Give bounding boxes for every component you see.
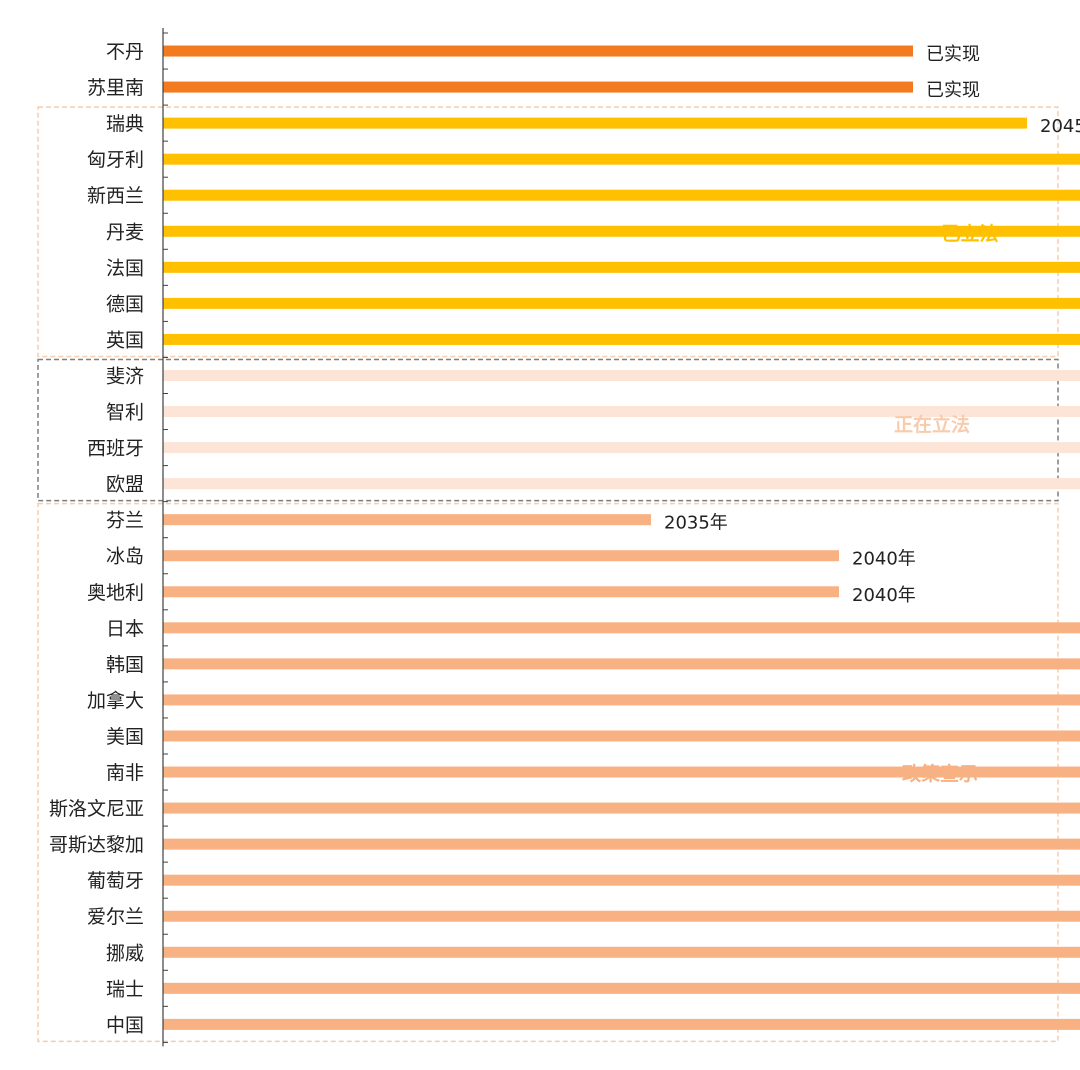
category-label: 不丹 bbox=[106, 41, 144, 63]
bar-row-21 bbox=[163, 802, 1080, 814]
group-label-legislating: 正在立法 bbox=[894, 413, 970, 436]
bar-row-19 bbox=[163, 730, 1080, 742]
data-labels: 已实现已实现2045年2050年2050年2050年2050年2050年2050… bbox=[664, 44, 1080, 606]
bars bbox=[163, 45, 1080, 1030]
category-label: 智利 bbox=[106, 402, 144, 424]
bar-row-6 bbox=[163, 261, 1080, 273]
bar-row-1 bbox=[163, 81, 913, 93]
bar-row-14 bbox=[163, 550, 839, 562]
category-label: 德国 bbox=[106, 293, 144, 315]
bar-row-17 bbox=[163, 658, 1080, 670]
category-label: 加拿大 bbox=[87, 689, 144, 712]
category-label: 日本 bbox=[106, 618, 144, 640]
bar-row-8 bbox=[163, 333, 1080, 345]
category-label: 匈牙利 bbox=[87, 149, 144, 171]
data-label: 2045年 bbox=[1040, 116, 1080, 137]
bar-row-5 bbox=[163, 225, 1080, 237]
category-label: 丹麦 bbox=[106, 221, 144, 243]
bar-row-10 bbox=[163, 406, 1080, 418]
category-label: 瑞典 bbox=[106, 113, 144, 135]
category-label: 韩国 bbox=[106, 654, 144, 676]
group-box-legislating bbox=[37, 358, 1059, 502]
category-label: 斐济 bbox=[106, 365, 144, 387]
category-label: 爱尔兰 bbox=[87, 906, 144, 928]
bar-row-0 bbox=[163, 45, 913, 57]
bar-row-15 bbox=[163, 586, 839, 598]
bar-row-4 bbox=[163, 189, 1080, 201]
category-label: 奥地利 bbox=[87, 582, 144, 604]
category-label: 哥斯达黎加 bbox=[49, 834, 144, 856]
data-label: 2040年 bbox=[852, 549, 916, 570]
category-label: 英国 bbox=[106, 329, 144, 351]
bar-row-7 bbox=[163, 297, 1080, 309]
category-label: 斯洛文尼亚 bbox=[49, 798, 144, 820]
bar-row-24 bbox=[163, 910, 1080, 922]
bar-row-18 bbox=[163, 694, 1080, 706]
data-label: 2040年 bbox=[852, 585, 916, 606]
data-label: 已实现 bbox=[926, 44, 980, 65]
data-label: 2035年 bbox=[664, 513, 728, 534]
category-label: 苏里南 bbox=[87, 77, 144, 99]
group-labels: 已立法 正在立法 政策宣示 bbox=[894, 222, 999, 785]
category-label: 美国 bbox=[106, 726, 144, 748]
status-group-boxes bbox=[37, 106, 1059, 1043]
category-label: 法国 bbox=[106, 257, 144, 279]
bar-row-22 bbox=[163, 838, 1080, 850]
bar-row-13 bbox=[163, 514, 651, 526]
bar-row-11 bbox=[163, 442, 1080, 454]
bar-row-3 bbox=[163, 153, 1080, 165]
category-label: 葡萄牙 bbox=[87, 870, 144, 892]
bar-row-23 bbox=[163, 874, 1080, 886]
bar-row-27 bbox=[163, 1018, 1080, 1030]
category-label: 挪威 bbox=[106, 942, 144, 964]
category-label: 南非 bbox=[106, 762, 144, 784]
group-label-policy: 政策宣示 bbox=[902, 762, 978, 785]
bar-row-26 bbox=[163, 982, 1080, 994]
category-label: 冰岛 bbox=[106, 546, 144, 568]
category-label: 芬兰 bbox=[106, 510, 144, 532]
category-label: 瑞士 bbox=[106, 978, 144, 1000]
category-label: 欧盟 bbox=[106, 474, 144, 496]
category-label: 西班牙 bbox=[87, 438, 144, 460]
bar-row-25 bbox=[163, 946, 1080, 958]
category-labels: 不丹苏里南瑞典匈牙利新西兰丹麦法国德国英国斐济智利西班牙欧盟芬兰冰岛奥地利日本韩… bbox=[49, 41, 144, 1036]
category-label: 中国 bbox=[106, 1014, 144, 1036]
category-axis bbox=[162, 28, 168, 1047]
bar-row-2 bbox=[163, 117, 1027, 129]
bar-row-20 bbox=[163, 766, 1080, 778]
data-label: 已实现 bbox=[926, 80, 980, 101]
bar-row-16 bbox=[163, 622, 1080, 634]
bar-row-9 bbox=[163, 369, 1080, 381]
bar-row-12 bbox=[163, 478, 1080, 490]
group-label-legislated: 已立法 bbox=[941, 222, 998, 245]
category-label: 新西兰 bbox=[87, 185, 144, 207]
